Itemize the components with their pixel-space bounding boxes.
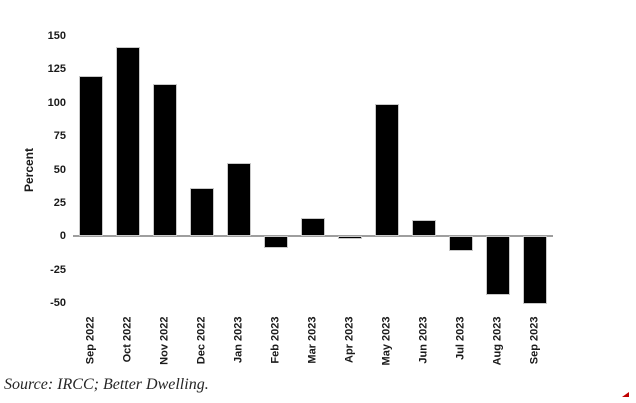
bar	[485, 236, 510, 295]
x-axis-label: May 2023	[380, 316, 393, 366]
bar	[227, 162, 252, 237]
bar	[411, 220, 436, 237]
plot-area	[73, 36, 553, 306]
x-axis-label: Dec 2022	[195, 316, 208, 365]
bar	[337, 236, 362, 239]
y-tick-label: -50	[50, 297, 66, 309]
x-axis-label: Apr 2023	[343, 316, 356, 363]
bar	[264, 236, 289, 249]
y-tick-label: 150	[47, 30, 66, 42]
bar	[116, 46, 141, 237]
bar	[153, 84, 178, 237]
bar	[522, 236, 547, 305]
y-tick-label: 75	[53, 130, 66, 143]
x-axis-label: Aug 2023	[491, 316, 504, 366]
y-tick-label: 125	[47, 63, 66, 76]
y-tick-label: 50	[53, 163, 66, 176]
bar	[374, 104, 399, 237]
x-axis-label: Oct 2022	[121, 316, 134, 363]
x-axis-label: Jan 2023	[232, 316, 245, 363]
y-tick-label: 100	[47, 96, 66, 109]
bar	[448, 236, 473, 251]
x-axis-label: Jul 2023	[454, 316, 467, 360]
x-axis-label: Nov 2022	[158, 316, 171, 365]
y-tick-label: -25	[50, 263, 66, 276]
x-axis-label: Sep 2023	[528, 316, 541, 365]
bar	[79, 76, 104, 237]
y-tick-label: 25	[53, 196, 66, 209]
x-axis-label: Mar 2023	[306, 316, 319, 364]
bar	[190, 188, 215, 237]
x-axis-label: Feb 2023	[269, 316, 282, 364]
y-tick-label: 0	[59, 230, 66, 243]
x-axis-label: Jun 2023	[417, 316, 430, 364]
source-note: Source: IRCC; Better Dwelling.	[4, 376, 209, 393]
red-mark-icon	[622, 392, 629, 397]
bar	[301, 217, 325, 237]
x-axis-label: Sep 2022	[84, 316, 97, 365]
